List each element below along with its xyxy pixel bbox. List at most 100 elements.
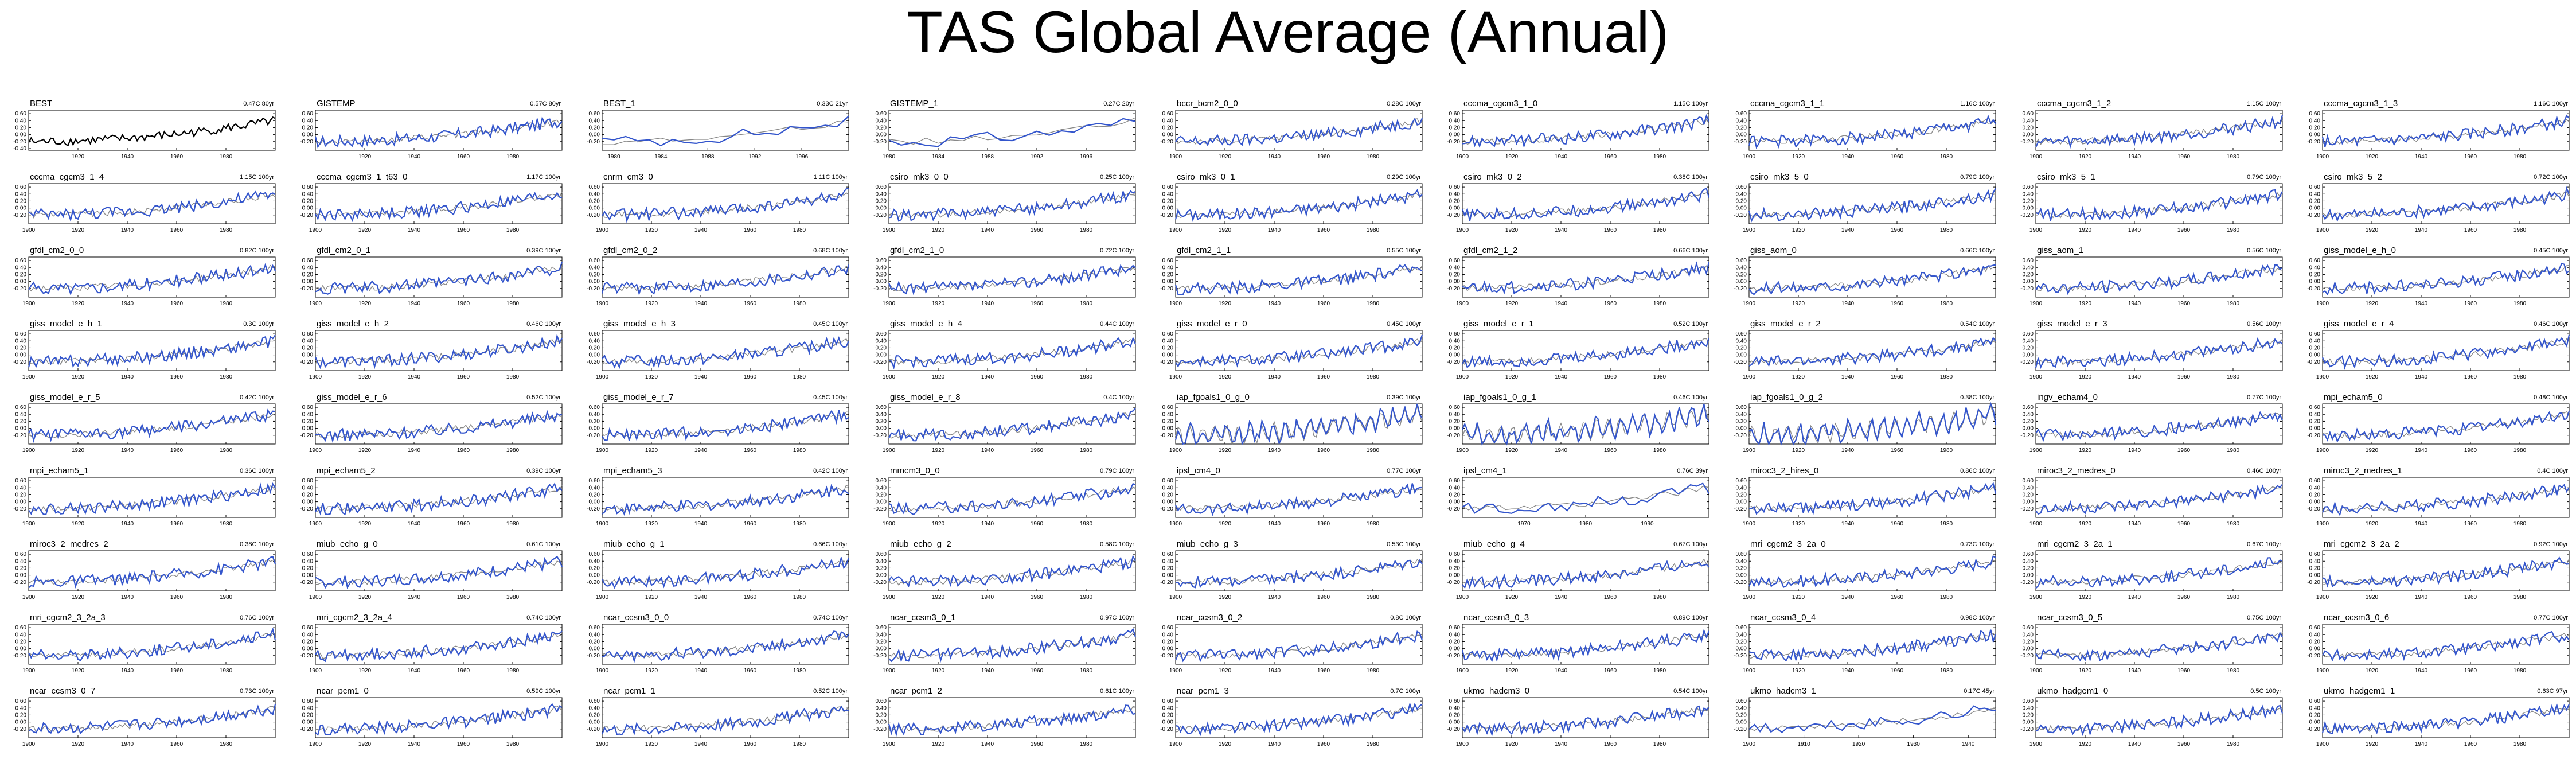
y-tick-label: -0.20	[300, 286, 313, 292]
panel-plot: 0.600.400.200.00-0.20 1900 1920 1940 1960 198…	[1160, 256, 1423, 307]
chart-panel: giss_aom_1 0.56C 100yr 0.60 0.40 0.20 0.00 -0.…	[2007, 244, 2294, 328]
y-tick-label: -0.20	[587, 212, 600, 219]
panel-trend-label: 0.39C 100yr	[526, 247, 561, 254]
x-tick-label: 1980	[506, 668, 520, 674]
y-tick-label: -0.20	[587, 139, 600, 145]
y-tick-label: 0.20	[2023, 124, 2034, 131]
model-series-line	[28, 627, 276, 661]
y-tick-label: -0.20	[1447, 653, 1460, 659]
observations-series-line	[1462, 119, 1709, 145]
y-tick-label: 0.20	[2023, 271, 2034, 278]
y-tick-label: 0.60	[876, 698, 887, 704]
plot-frame	[1462, 330, 1709, 371]
panel-plot: 0.600.400.200.00-0.20 1900 1920 1940 1960 198…	[2307, 110, 2570, 160]
y-tick-label: 0.20	[302, 638, 314, 645]
x-tick-label: 1920	[645, 668, 658, 674]
x-tick-label: 1920	[72, 668, 85, 674]
y-tick-label: 0.40	[589, 338, 600, 344]
observations-series-line	[888, 117, 1136, 145]
panel-trend-label: 0.53C 100yr	[1387, 541, 1421, 548]
plot-frame	[2322, 110, 2570, 151]
x-tick-label: 1920	[932, 521, 945, 527]
chart-panel: mmcm3_0_0 0.79C 100yr 0.60 0.40 0.20 0.00 -0.2…	[860, 465, 1147, 548]
chart-panel: ncar_pcm1_0 0.59C 100yr 0.60 0.40 0.20 0.00 -0…	[287, 685, 573, 768]
x-tick-label: 1900	[309, 374, 322, 380]
chart-panel: gfdl_cm2_0_0 0.82C 100yr 0.60 0.40 0.20 0.00-…	[0, 244, 287, 328]
y-tick-label: 0.00	[2309, 646, 2321, 652]
y-tick-label: 0.40	[876, 558, 887, 564]
panel-plot: 0.600.400.200.00-0.20 1900 1920 1940 1960 198…	[1447, 403, 1709, 454]
panel-title: gfdl_cm2_0_1	[317, 246, 371, 255]
y-tick-label: -0.20	[2307, 212, 2320, 219]
observations-series-line	[28, 633, 276, 659]
x-tick-label: 1940	[1268, 227, 1281, 233]
x-tick-label: 1960	[1031, 301, 1044, 307]
x-tick-label: 1980	[1080, 741, 1093, 747]
plot-frame	[1175, 403, 1423, 445]
x-tick-label: 1960	[1604, 741, 1617, 747]
panel-trend-label: 0.89C 100yr	[1673, 614, 1708, 621]
y-tick-label: -0.20	[2020, 359, 2034, 365]
panel-title: ingv_echam4_0	[2037, 392, 2098, 402]
observations-series-line	[315, 192, 563, 217]
observations-series-line	[888, 412, 1136, 439]
x-tick-label: 1920	[2079, 668, 2092, 674]
plot-frame	[28, 110, 276, 151]
y-tick-label: 0.00	[876, 352, 887, 359]
model-series-line	[2035, 263, 2283, 295]
plot-frame	[2322, 403, 2570, 445]
x-tick-label: 1920	[2079, 594, 2092, 601]
x-tick-label: 1900	[22, 227, 36, 233]
y-tick-label: 0.20	[2309, 198, 2321, 204]
y-tick-label: 0.60	[1736, 404, 1747, 411]
panel-trend-label: 0.59C 100yr	[526, 688, 561, 695]
observations-series-line	[602, 633, 849, 659]
observations-series-line	[2035, 338, 2283, 365]
panel-trend-label: 1.17C 100yr	[526, 174, 561, 181]
x-tick-label: 1980	[2513, 741, 2527, 747]
y-tick-label: 0.40	[2309, 705, 2321, 711]
y-tick-label: 0.20	[302, 418, 314, 425]
plot-frame	[2035, 403, 2283, 445]
x-tick-label: 1980	[1367, 227, 1380, 233]
x-tick-label: 1920	[645, 227, 658, 233]
plot-frame	[28, 403, 276, 445]
y-tick-label: 0.00	[2023, 573, 2034, 579]
y-tick-label: 0.40	[1162, 264, 1174, 271]
chart-panel: ipsl_cm4_0 0.77C 100yr 0.60 0.40 0.20 0.00 -0.…	[1147, 465, 1434, 548]
panel-plot: 0.600.400.200.00-0.20 1980 1984 1988 1992 199…	[873, 110, 1136, 160]
y-tick-label: 0.00	[1736, 205, 1747, 212]
model-series-line	[28, 408, 276, 443]
x-tick-label: 1920	[358, 301, 372, 307]
y-tick-label: 0.60	[589, 698, 600, 704]
plot-frame	[602, 624, 849, 665]
x-tick-label: 1940	[1841, 374, 1855, 380]
x-tick-label: 1980	[1367, 521, 1380, 527]
x-tick-label: 1980	[220, 227, 233, 233]
plot-frame	[315, 256, 563, 298]
observations-series-line	[2035, 267, 2283, 292]
plot-frame	[1748, 697, 1996, 738]
model-series-line	[1175, 334, 1423, 368]
panel-title: ncar_ccsm3_0_0	[603, 613, 669, 622]
model-series-line	[1748, 629, 1997, 662]
x-tick-label: 1960	[744, 594, 757, 601]
chart-panel: miub_echo_g_0 0.61C 100yr 0.60 0.40 0.20 0.00…	[287, 538, 573, 621]
x-tick-label: 1960	[2177, 374, 2191, 380]
panel-title: miub_echo_g_4	[1463, 539, 1525, 549]
y-tick-label: 0.00	[2309, 499, 2321, 505]
x-tick-label: 1940	[1555, 374, 1568, 380]
y-tick-label: 0.40	[589, 558, 600, 564]
x-tick-label: 1900	[2029, 668, 2043, 674]
model-series-line	[888, 554, 1136, 588]
panel-plot: 0.600.400.200.00-0.20 1900 1920 1940 1960 198…	[13, 403, 276, 454]
panel-title: ukmo_hadgem1_0	[2037, 686, 2109, 696]
y-tick-label: 0.60	[2023, 478, 2034, 484]
x-tick-label: 1940	[2415, 741, 2428, 747]
x-tick-label: 1980	[506, 594, 520, 601]
plot-frame	[28, 330, 276, 371]
x-tick-label: 1940	[1268, 668, 1281, 674]
plot-frame	[602, 697, 849, 738]
x-tick-label: 1940	[981, 301, 994, 307]
y-tick-label: 0.00	[589, 279, 600, 285]
